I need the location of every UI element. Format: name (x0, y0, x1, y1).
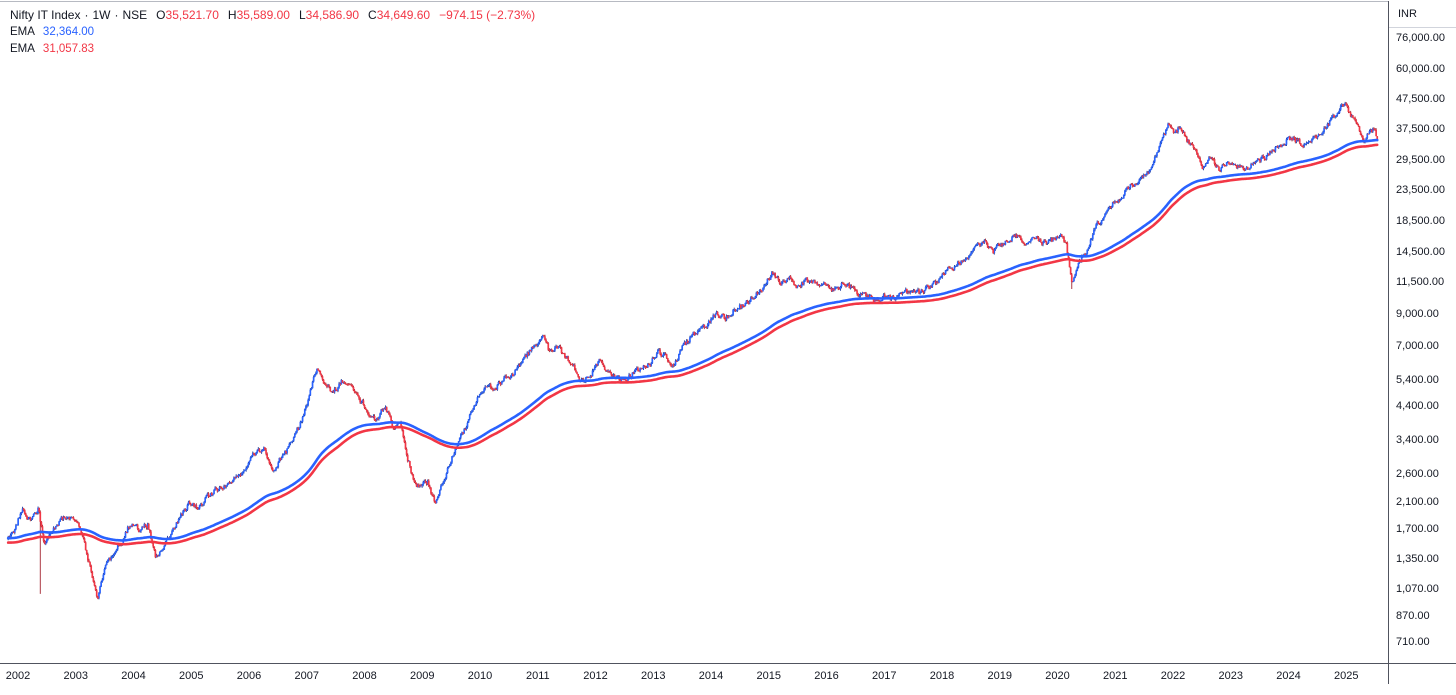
year-tick-label: 2003 (63, 670, 89, 682)
price-tick-label: 76,000.00 (1396, 32, 1445, 44)
symbol-legend: Nifty IT Index · 1W · NSE O35,521.70 H35… (10, 8, 535, 59)
year-tick-label: 2006 (236, 670, 262, 682)
high-letter: H (227, 8, 237, 22)
year-tick-label: 2011 (525, 670, 550, 682)
ema-slow-value: 31,057.83 (42, 43, 95, 55)
year-tick-label: 2019 (987, 670, 1013, 682)
symbol-row[interactable]: Nifty IT Index · 1W · NSE O35,521.70 H35… (10, 8, 535, 23)
open-letter: O (156, 8, 166, 22)
year-tick-label: 2018 (929, 670, 955, 682)
ema-slow-label: EMA (10, 43, 35, 55)
timeframe-label[interactable]: 1W (92, 8, 111, 22)
exchange-label: NSE (122, 8, 148, 22)
low-value: 34,586.90 (305, 8, 360, 22)
close-item: C34,649.60 (368, 8, 430, 23)
price-tick-label: 3,400.00 (1396, 433, 1439, 446)
time-axis[interactable]: 2002 2003 2004 2005 2006 2007 2008 2009 2010 2011… (0, 664, 1456, 695)
price-tick-label: 5,400.00 (1396, 373, 1439, 386)
year-tick-label: 2023 (1218, 670, 1244, 682)
price-tick-label: 9,000.00 (1396, 307, 1439, 320)
price-tick-label: 23,500.00 (1396, 183, 1445, 196)
pane-top-border (0, 1, 1456, 2)
up-candle-bodies (7, 103, 1374, 599)
high-value: 35,589.00 (236, 8, 290, 22)
year-tick-label: 2002 (5, 670, 31, 682)
price-tick-label: 60,000.00 (1396, 62, 1445, 75)
price-axis[interactable]: INR 76,000.00 60,000.00 47,500.00 37,500.00… (1389, 0, 1456, 663)
year-tick-label: 2022 (1160, 670, 1186, 682)
year-tick-label: 2013 (641, 670, 666, 682)
change-value: −974.15 (−2.73%) (439, 8, 536, 22)
year-tick-label: 2012 (583, 670, 608, 682)
year-tick-label: 2008 (352, 670, 377, 682)
price-tick-label: 14,500.00 (1396, 246, 1445, 259)
price-tick-label: 11,500.00 (1396, 276, 1445, 289)
ema-legend-slow[interactable]: EMA 31,057.83 (10, 42, 535, 57)
price-tick-label: 710.00 (1396, 636, 1430, 648)
open-item: O35,521.70 (156, 8, 219, 23)
year-tick-label: 2014 (698, 670, 724, 682)
year-tick-label: 2024 (1276, 670, 1301, 682)
price-tick-label: 29,500.00 (1396, 154, 1445, 167)
year-tick-label: 2020 (1045, 670, 1070, 682)
chart-canvas[interactable] (0, 0, 1388, 663)
price-tick-label: 1,070.00 (1396, 583, 1439, 595)
high-item: H35,589.00 (228, 8, 290, 23)
year-tick-label: 2009 (410, 670, 435, 682)
currency-separator (1389, 27, 1456, 28)
price-tick-label: 47,500.00 (1396, 92, 1445, 105)
price-tick-label: 4,400.00 (1396, 400, 1439, 413)
price-tick-label: 1,350.00 (1396, 553, 1439, 565)
year-tick-label: 2005 (179, 670, 204, 682)
year-tick-label: 2017 (872, 670, 897, 682)
currency-label: INR (1398, 8, 1417, 20)
price-tick-label: 7,000.00 (1396, 340, 1439, 353)
price-tick-label: 37,500.00 (1396, 123, 1445, 136)
price-tick-label: 2,600.00 (1396, 468, 1439, 481)
legend-separator: · (114, 8, 119, 22)
close-letter: C (368, 8, 377, 22)
year-tick-label: 2007 (294, 670, 320, 682)
price-tick-label: 2,100.00 (1396, 495, 1439, 508)
year-tick-label: 2004 (121, 670, 146, 682)
ema-slow-line[interactable] (6, 143, 1379, 546)
ema-fast-value: 32,364.00 (42, 26, 95, 38)
year-tick-label: 2016 (814, 670, 839, 682)
year-tick-label: 2015 (756, 670, 782, 682)
price-tick-label: 18,500.00 (1396, 214, 1445, 227)
low-item: L34,586.90 (299, 8, 359, 23)
price-axis-border (1388, 1, 1389, 684)
legend-separator: · (84, 8, 89, 22)
low-letter: L (298, 8, 306, 22)
open-value: 35,521.70 (165, 8, 219, 22)
symbol-title[interactable]: Nifty IT Index (10, 8, 81, 22)
price-tick-label: 1,700.00 (1396, 523, 1439, 536)
ema-legend-fast[interactable]: EMA 32,364.00 (10, 25, 535, 40)
year-tick-label: 2021 (1103, 670, 1128, 682)
ema-fast-label: EMA (10, 26, 35, 38)
year-tick-label: 2010 (467, 670, 493, 682)
ema-fast-line[interactable] (6, 138, 1379, 542)
price-tick-label: 870.00 (1396, 609, 1430, 622)
close-value: 34,649.60 (376, 8, 431, 22)
year-tick-label: 2025 (1334, 670, 1359, 682)
time-axis-border (0, 663, 1456, 664)
